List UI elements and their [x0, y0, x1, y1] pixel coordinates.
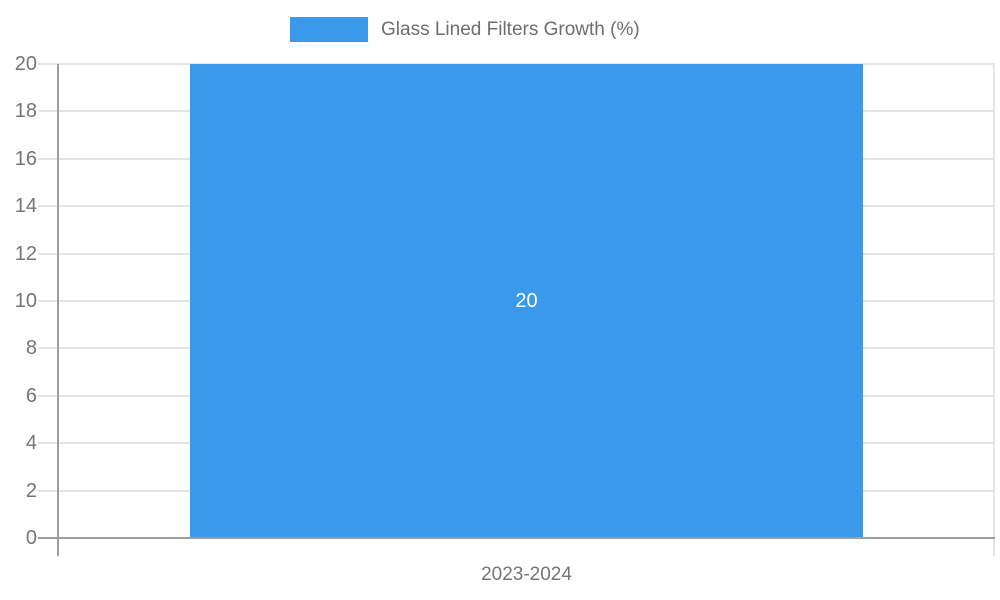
- y-tick-label-0: 0: [25, 527, 37, 549]
- legend-label: Glass Lined Filters Growth (%): [381, 18, 640, 40]
- y-axis-line: [57, 64, 59, 556]
- y-tick-label-2: 2: [25, 479, 37, 502]
- plot-right-border: [993, 64, 995, 556]
- bar-2023-2024[interactable]: 20: [190, 64, 863, 538]
- y-tick-label-6: 6: [25, 384, 37, 407]
- x-axis-line: [38, 537, 995, 539]
- y-tick-label-20: 20: [14, 53, 37, 75]
- y-tick-label-10: 10: [14, 290, 37, 312]
- y-tick-label-12: 12: [14, 242, 37, 265]
- x-axis-category-label: 2023-2024: [481, 564, 572, 585]
- y-tick-label-16: 16: [14, 147, 37, 170]
- bar-value-label: 20: [515, 289, 538, 312]
- y-tick-label-18: 18: [14, 100, 37, 123]
- legend-swatch: [290, 17, 368, 42]
- legend-item[interactable]: Glass Lined Filters Growth (%): [290, 17, 640, 42]
- y-tick-label-14: 14: [14, 195, 37, 218]
- y-tick-label-4: 4: [25, 432, 37, 455]
- y-tick-label-8: 8: [25, 337, 37, 360]
